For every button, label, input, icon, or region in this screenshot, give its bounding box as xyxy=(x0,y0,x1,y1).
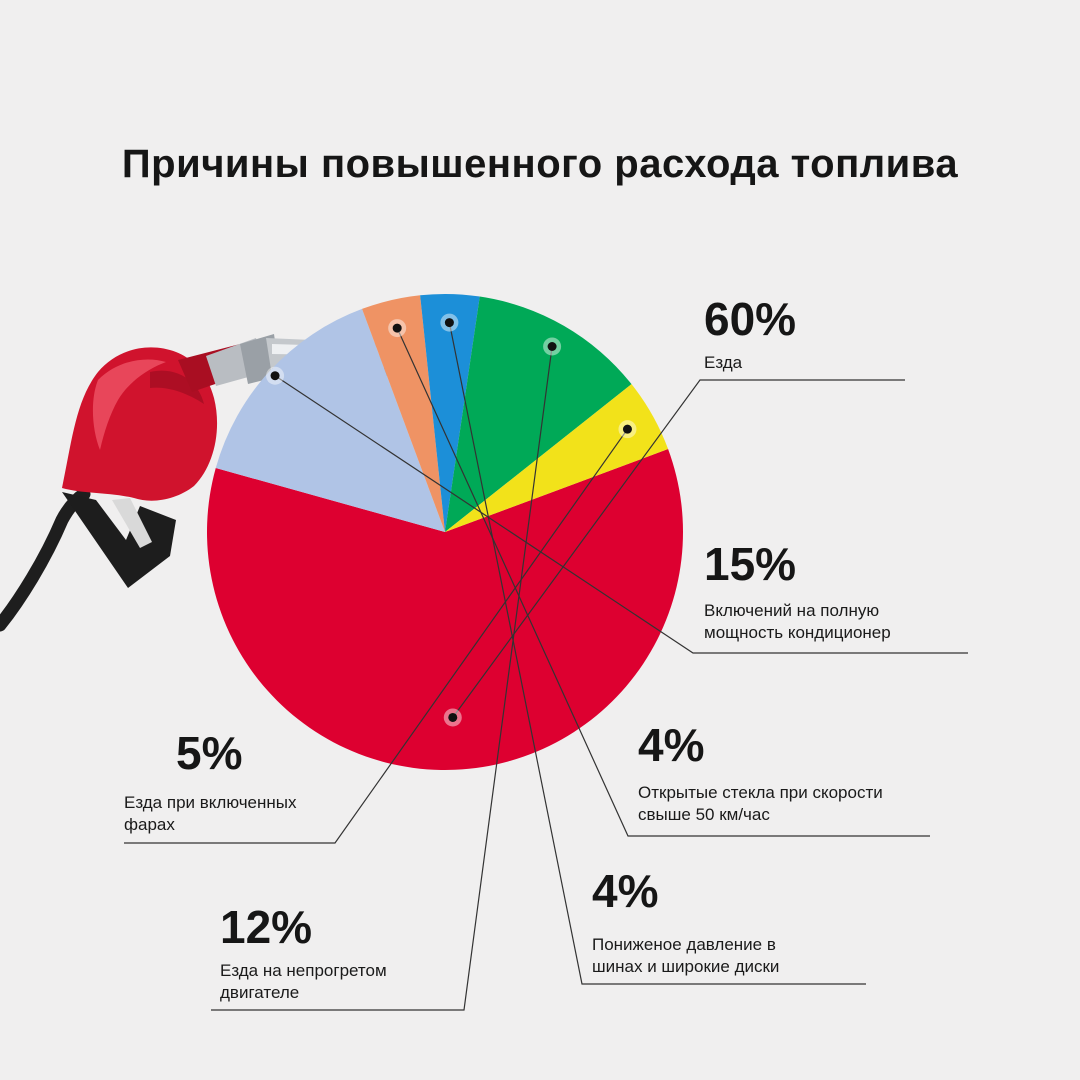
slice-value-label-3: 4% xyxy=(638,719,705,771)
leader-line-2 xyxy=(274,375,968,654)
slice-value-label-1: 60% xyxy=(704,293,797,345)
slice-category-label-4: Пониженое давление в шинах и широкие дис… xyxy=(592,935,780,976)
pie-slice-3 xyxy=(362,295,445,532)
pie-slice-4 xyxy=(420,294,480,532)
pie-slice-1 xyxy=(207,449,683,771)
leader-dot-3 xyxy=(392,323,402,333)
leader-dot-4 xyxy=(444,318,454,328)
pie-slice-5 xyxy=(445,296,632,532)
slice-value-label-6: 5% xyxy=(176,727,243,779)
leader-line-5 xyxy=(211,346,553,1011)
pie-slices xyxy=(207,294,683,771)
leader-dot-6 xyxy=(622,424,632,434)
leader-line-1 xyxy=(452,379,905,718)
leader-line-4 xyxy=(448,322,866,985)
pie-slice-6 xyxy=(445,384,669,532)
leader-line-6 xyxy=(124,428,628,844)
leader-dot-5 xyxy=(547,341,557,351)
slice-value-label-2: 15% xyxy=(704,538,797,590)
slice-category-label-6: Езда при включенных фарах xyxy=(124,793,297,834)
slice-category-label-3: Открытые стекла при скорости свыше 50 км… xyxy=(638,783,883,824)
slice-value-label-5: 12% xyxy=(220,901,313,953)
leader-dot-1 xyxy=(448,712,458,722)
slice-category-label-1: Езда xyxy=(704,353,743,372)
slice-category-label-5: Езда на непрогретом двигателе xyxy=(220,961,387,1002)
leader-dot-2 xyxy=(270,371,280,381)
pie-slice-2 xyxy=(215,308,445,532)
page-title: Причины повышенного расхода топлива xyxy=(121,142,959,186)
leader-lines xyxy=(124,313,968,1011)
leader-line-3 xyxy=(396,327,930,837)
slice-value-label-4: 4% xyxy=(592,865,659,917)
slice-category-label-2: Включений на полную мощность кондиционер xyxy=(704,601,891,642)
